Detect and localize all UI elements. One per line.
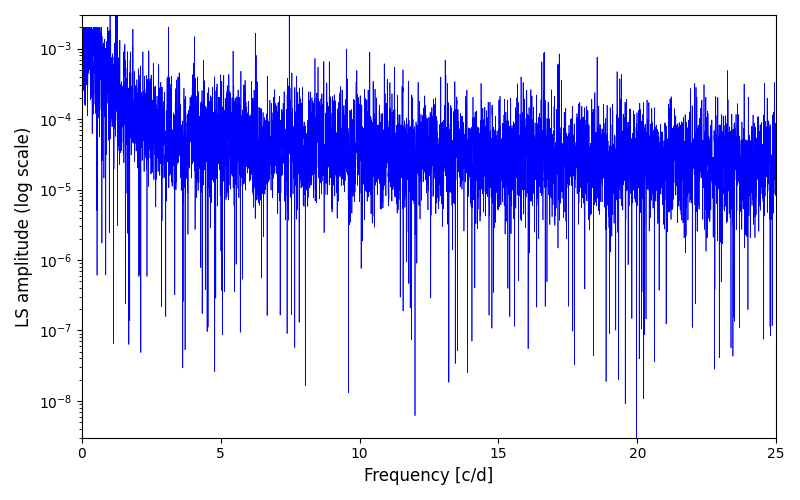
X-axis label: Frequency [c/d]: Frequency [c/d] — [364, 467, 494, 485]
Y-axis label: LS amplitude (log scale): LS amplitude (log scale) — [15, 126, 33, 326]
